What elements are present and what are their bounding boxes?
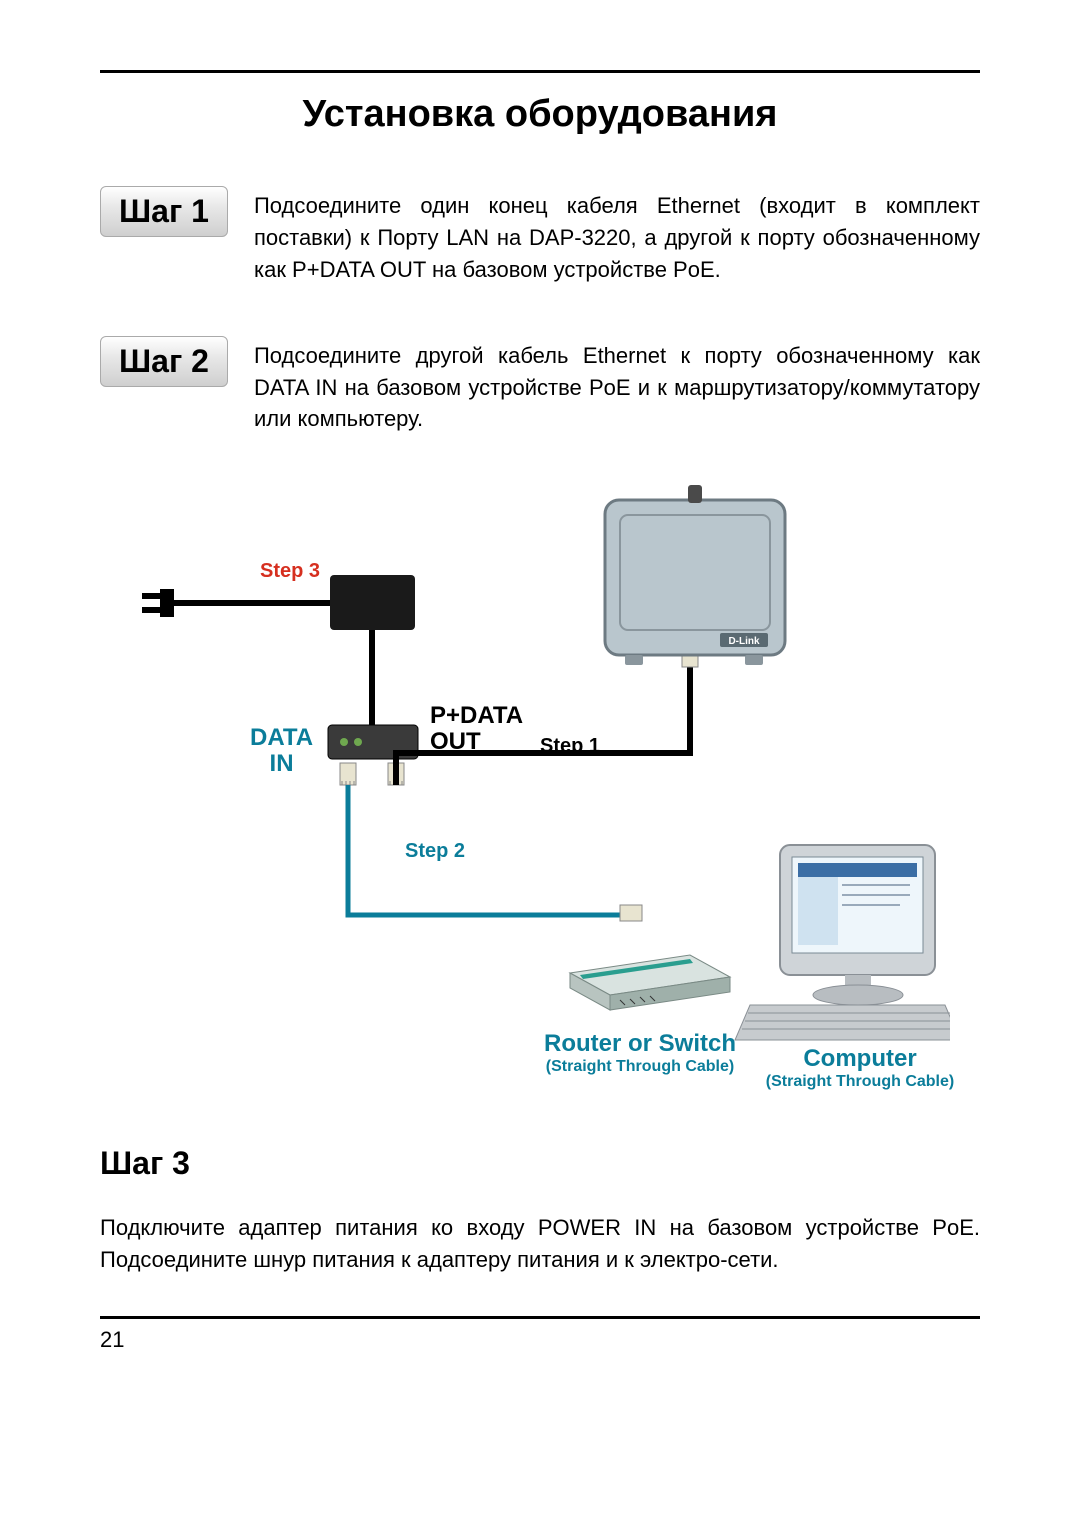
diagram-pdata-out-label: P+DATA OUT <box>430 703 523 753</box>
diagram-svg: D-Link <box>130 485 950 1105</box>
connection-diagram: D-Link <box>130 485 950 1105</box>
poe-led-2 <box>354 738 362 746</box>
step-3-text: Подключите адаптер питания ко входу POWE… <box>100 1212 980 1276</box>
computer-device <box>735 845 950 1040</box>
step-2-text: Подсоедините другой кабель Ethernet к по… <box>254 336 980 436</box>
diagram-step1-label: Step 1 <box>540 735 600 758</box>
step-1-badge: Шаг 1 <box>100 186 228 237</box>
plug-prong-top <box>142 593 162 599</box>
ap-antenna <box>688 485 702 503</box>
diagram-data-in-label: DATA IN <box>250 725 313 775</box>
data-in-text: DATA IN <box>250 725 313 775</box>
router-label-block: Router or Switch (Straight Through Cable… <box>530 1030 750 1076</box>
router-label: Router or Switch <box>530 1030 750 1058</box>
step-1-text: Подсоедините один конец кабеля Ethernet … <box>254 186 980 286</box>
step-2-block: Шаг 2 Подсоедините другой кабель Etherne… <box>100 336 980 436</box>
computer-label: Computer <box>755 1045 965 1073</box>
access-point-body <box>605 500 785 655</box>
computer-sub-label: (Straight Through Cable) <box>755 1073 965 1091</box>
computer-label-block: Computer (Straight Through Cable) <box>755 1045 965 1091</box>
page-number: 21 <box>100 1327 980 1353</box>
horizontal-rule-bottom <box>100 1316 980 1319</box>
pdata-out-text: P+DATA OUT <box>430 703 523 753</box>
plug-body <box>160 589 174 617</box>
step-2-badge: Шаг 2 <box>100 336 228 387</box>
router-device <box>570 955 730 1010</box>
dlink-text: D-Link <box>728 636 760 647</box>
power-adapter <box>330 575 415 630</box>
cable-step2 <box>348 785 620 915</box>
step-3-heading: Шаг 3 <box>100 1145 980 1182</box>
step-1-block: Шаг 1 Подсоедините один конец кабеля Eth… <box>100 186 980 286</box>
plug-prong-bottom <box>142 607 162 613</box>
router-sub-label: (Straight Through Cable) <box>530 1058 750 1076</box>
diagram-step3-label: Step 3 <box>260 560 320 583</box>
horizontal-rule-top <box>100 70 980 73</box>
rj45-router <box>620 905 642 921</box>
poe-led-1 <box>340 738 348 746</box>
page-title: Установка оборудования <box>100 93 980 136</box>
diagram-step2-label: Step 2 <box>405 840 465 863</box>
